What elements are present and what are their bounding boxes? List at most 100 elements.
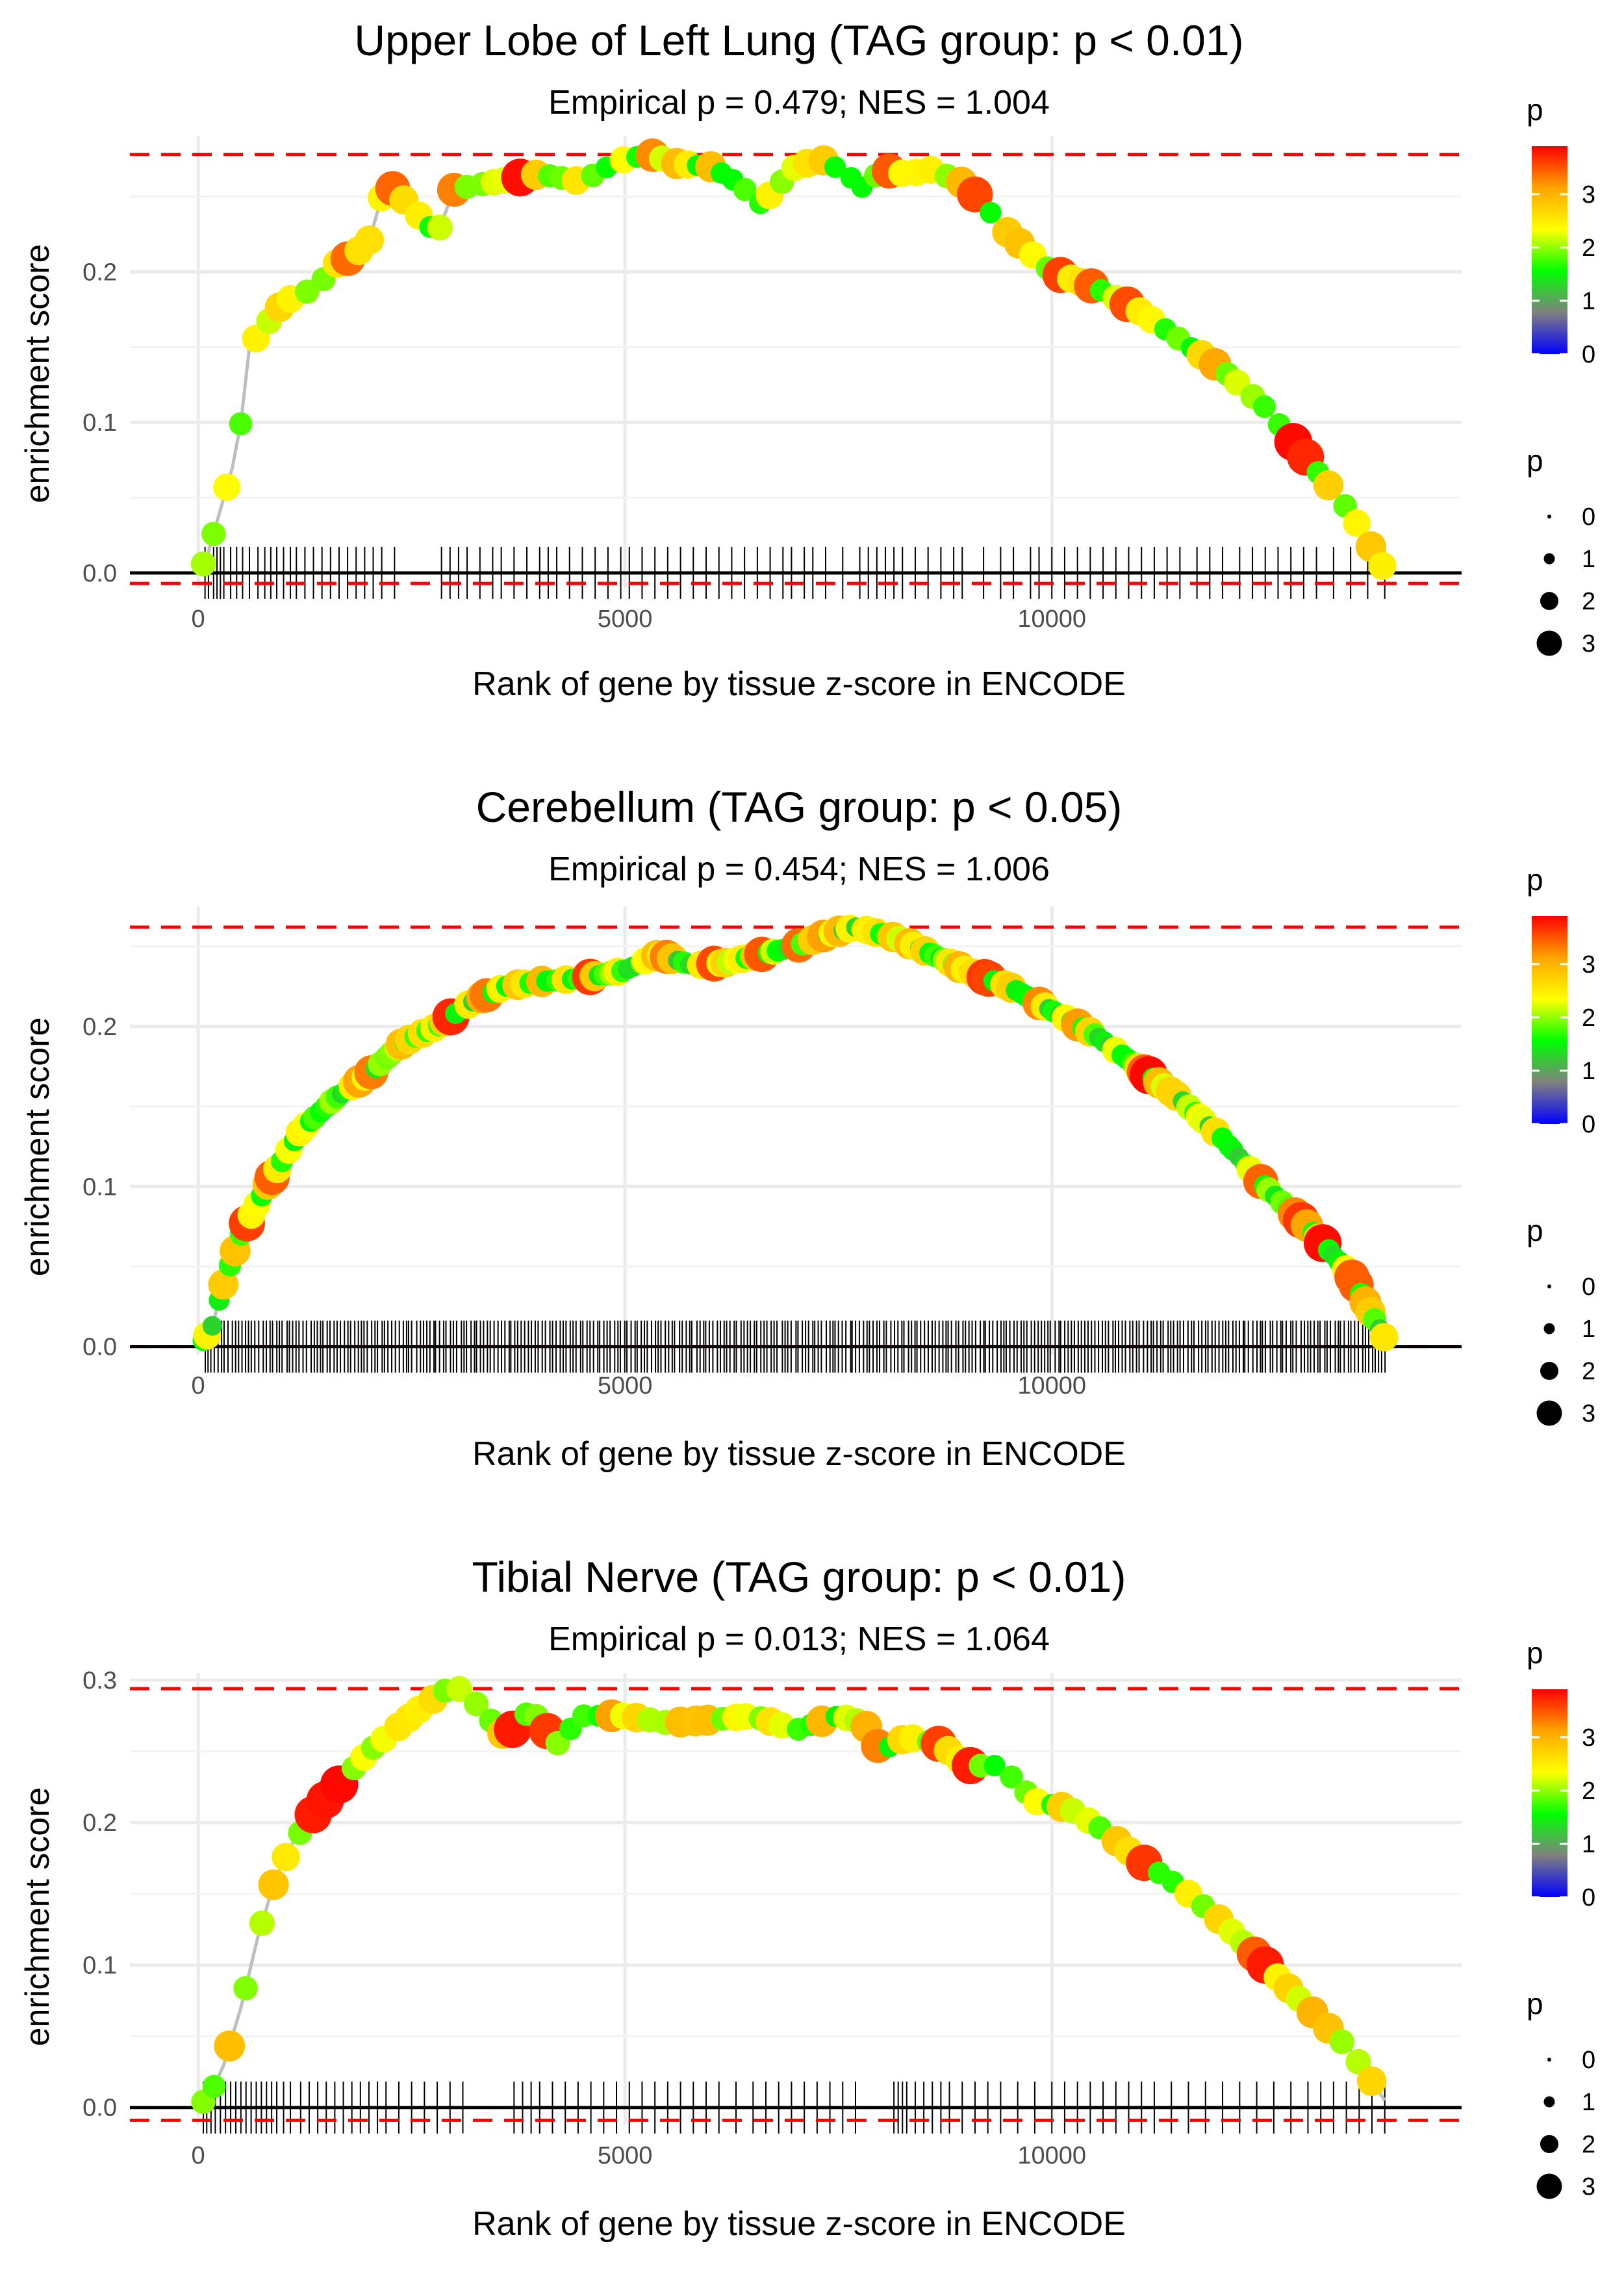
panel-3-gene-point xyxy=(446,1676,473,1702)
panel-1-y-tick-label: 0.0 xyxy=(82,560,117,587)
panel-2-ylabel: enrichment score xyxy=(19,1017,57,1277)
panel-1-gene-point xyxy=(294,279,320,304)
panel-1-size-legend-label: 2 xyxy=(1582,588,1595,615)
panel-3-gene-point xyxy=(214,2030,246,2062)
panel-2-title: Cerebellum (TAG group: p < 0.05) xyxy=(476,783,1123,831)
panel-1-gene-point xyxy=(733,177,757,201)
panel-2-colorbar-label: 2 xyxy=(1582,1004,1595,1032)
panel-2-colorbar xyxy=(1532,916,1567,1124)
panel-2-y-tick-label: 0.1 xyxy=(82,1173,117,1201)
panel-2-size-legend-label: 3 xyxy=(1582,1400,1595,1427)
panel-1-colorbar-label: 0 xyxy=(1582,341,1595,368)
panel-1-colorbar-label: 1 xyxy=(1582,288,1595,315)
panel-2-y-tick-label: 0.2 xyxy=(82,1014,117,1041)
panel-1-x-tick-label: 10000 xyxy=(1017,606,1086,633)
panel-3-gene-point xyxy=(983,1754,1006,1777)
panel-3-y-tick-label: 0.1 xyxy=(82,1952,117,1979)
panel-3-gene-point xyxy=(249,1910,275,1936)
panel-2-size-legend-label: 2 xyxy=(1582,1358,1595,1385)
panel-3-size-legend-dot xyxy=(1547,2058,1551,2062)
panel-1-size-legend-dot xyxy=(1543,553,1555,565)
panel-2-x-tick-label: 0 xyxy=(192,1372,205,1399)
panel-2-size-legend-dot xyxy=(1547,1284,1551,1288)
panel-3-size-legend-label: 3 xyxy=(1582,2173,1595,2201)
panel-2-colorbar-label: 0 xyxy=(1582,1111,1595,1138)
panel-3-gene-point xyxy=(258,1869,289,1900)
panel-1: Upper Lobe of Left Lung (TAG group: p < … xyxy=(19,16,1595,703)
panel-3-y-tick-label: 0.3 xyxy=(82,1667,117,1694)
panel-1-gene-point xyxy=(355,225,385,255)
panel-2-size-legend-label: 0 xyxy=(1582,1273,1595,1301)
panel-3-gene-point xyxy=(463,1691,489,1717)
panel-1-colorbar-label: 2 xyxy=(1582,235,1595,262)
panel-3-size-legend-title: p xyxy=(1527,1987,1543,2021)
panel-2-size-legend-dot xyxy=(1540,1362,1558,1380)
panel-1-colorbar-label: 3 xyxy=(1582,181,1595,209)
panel-3-size-legend-dot xyxy=(1536,2173,1562,2199)
panel-3-colorbar-label: 3 xyxy=(1582,1724,1595,1752)
panel-2-y-tick-label: 0.0 xyxy=(82,1334,117,1361)
panel-1-gene-point xyxy=(1343,509,1371,537)
panel-3: Tibial Nerve (TAG group: p < 0.01) Empir… xyxy=(19,1553,1595,2243)
panel-3-y-tick-label: 0.0 xyxy=(82,2095,117,2122)
panel-2-xlabel: Rank of gene by tissue z-score in ENCODE xyxy=(472,1435,1126,1473)
panel-2-subtitle: Empirical p = 0.454; NES = 1.006 xyxy=(548,850,1050,888)
panel-3-xlabel: Rank of gene by tissue z-score in ENCODE xyxy=(472,2205,1126,2243)
panel-1-color-legend-title: p xyxy=(1527,93,1543,127)
panel-2-gene-point xyxy=(202,1316,222,1336)
panel-1-xlabel: Rank of gene by tissue z-score in ENCODE xyxy=(472,665,1126,703)
panel-3-plot: 0 5000 10000 0.0 0.1 0.2 0.3 xyxy=(82,1667,1462,2169)
panel-2-color-legend-title: p xyxy=(1527,863,1543,897)
panel-1-gene-point xyxy=(1313,470,1344,501)
panel-3-gene-point xyxy=(1356,2066,1387,2097)
panel-3-colorbar-label: 0 xyxy=(1582,1884,1595,1911)
panel-1-gene-point xyxy=(1252,395,1276,418)
panel-1-y-tick-label: 0.1 xyxy=(82,409,117,437)
panel-1-size-legend: p 0 1 2 3 xyxy=(1527,444,1595,658)
panel-1-gene-point xyxy=(980,201,1002,224)
panel-2-size-legend: p 0 1 2 3 xyxy=(1527,1214,1595,1427)
panel-1-gene-point xyxy=(957,176,993,212)
panel-2-x-tick-label: 5000 xyxy=(598,1372,653,1399)
panel-3-size-legend-label: 1 xyxy=(1582,2089,1595,2116)
panel-1-gene-point xyxy=(213,473,241,501)
panel-2-size-legend-dot xyxy=(1536,1400,1562,1426)
panel-1-colorbar xyxy=(1532,146,1567,354)
panel-2-colorbar-label: 3 xyxy=(1582,951,1595,978)
panel-3-size-legend: p 0 1 2 3 xyxy=(1527,1987,1595,2201)
panel-1-size-legend-dot xyxy=(1547,515,1551,518)
panel-3-subtitle: Empirical p = 0.013; NES = 1.064 xyxy=(548,1620,1050,1658)
panel-2-gene-point xyxy=(208,1269,239,1300)
panel-3-x-tick-label: 5000 xyxy=(598,2142,653,2169)
panel-3-x-tick-label: 0 xyxy=(192,2142,205,2169)
panel-3-gene-point xyxy=(233,1976,258,2000)
panel-1-y-tick-label: 0.2 xyxy=(82,259,117,287)
panel-1-size-legend-label: 3 xyxy=(1582,630,1595,658)
panel-3-gene-point xyxy=(1000,1765,1023,1789)
panel-1-ylabel: enrichment score xyxy=(19,244,57,504)
panel-1-plot: 0 5000 10000 0.0 0.1 0.2 xyxy=(82,136,1462,633)
panel-3-colorbar xyxy=(1532,1689,1567,1897)
panel-2-gene-point xyxy=(1369,1323,1399,1352)
panel-1-gene-point xyxy=(201,521,226,546)
panel-3-size-legend-label: 2 xyxy=(1582,2131,1595,2158)
panel-3-colorbar-label: 2 xyxy=(1582,1778,1595,1805)
panel-1-size-legend-dot xyxy=(1536,630,1562,656)
panel-2-size-legend-title: p xyxy=(1527,1214,1543,1247)
panel-2: Cerebellum (TAG group: p < 0.05) Empiric… xyxy=(19,783,1595,1473)
panel-1-color-legend: p 3 2 1 0 xyxy=(1527,93,1595,368)
panel-1-size-legend-label: 0 xyxy=(1582,504,1595,531)
panel-3-color-legend-title: p xyxy=(1527,1636,1543,1670)
panel-3-y-tick-label: 0.2 xyxy=(82,1809,117,1837)
panel-3-x-tick-label: 10000 xyxy=(1017,2142,1086,2169)
panel-3-size-legend-label: 0 xyxy=(1582,2047,1595,2074)
panel-1-gene-point xyxy=(427,214,453,241)
panel-3-gene-point xyxy=(272,1843,300,1872)
panel-2-size-legend-label: 1 xyxy=(1582,1316,1595,1343)
panel-3-gene-point xyxy=(1329,2029,1354,2054)
panel-3-size-legend-dot xyxy=(1543,2096,1555,2108)
panel-1-gene-point xyxy=(824,156,846,178)
panel-1-x-tick-label: 5000 xyxy=(598,606,653,633)
panel-2-colorbar-label: 1 xyxy=(1582,1058,1595,1085)
